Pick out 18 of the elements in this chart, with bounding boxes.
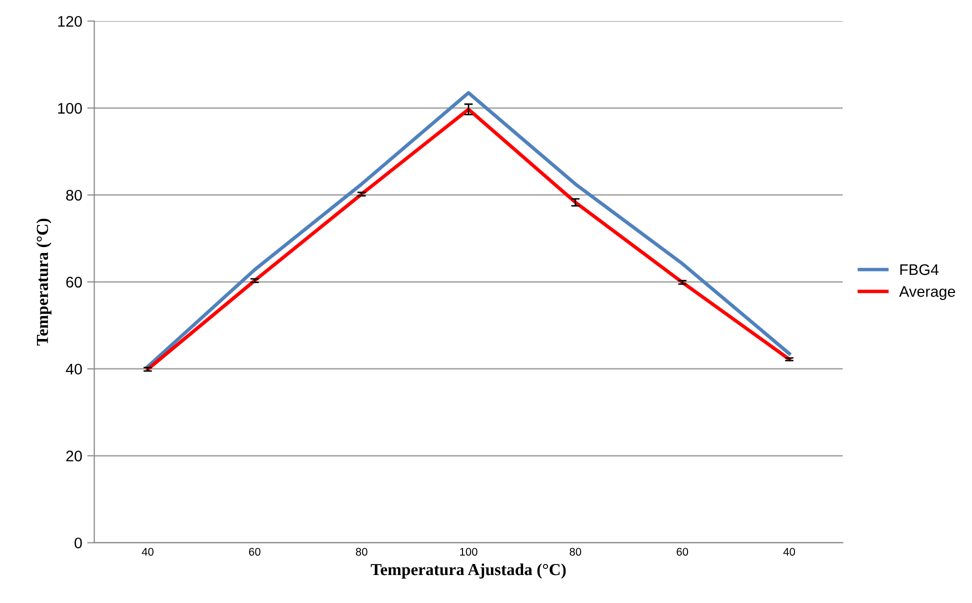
x-tick-label: 100	[460, 548, 478, 556]
y-tick-label: 120	[58, 16, 82, 27]
x-tick-label: 80	[356, 548, 368, 556]
y-tick-label: 20	[66, 450, 82, 462]
y-tick-label: 0	[74, 538, 82, 548]
y-tick-label: 40	[66, 364, 82, 375]
x-tick-label: 40	[783, 548, 796, 556]
x-tick-label: 60	[249, 548, 260, 556]
x-tick-label: 40	[142, 548, 154, 556]
legend-label: FBG4	[900, 264, 939, 276]
x-axis-title: Temperatura Ajustada (°C)	[370, 563, 566, 579]
x-tick-label: 60	[676, 548, 688, 556]
x-tick-label: 80	[570, 548, 582, 556]
y-axis-title: Temperatura (°C)	[36, 218, 52, 346]
y-tick-label: 100	[58, 102, 82, 114]
legend-label: Average	[899, 286, 956, 300]
y-tick-label: 60	[66, 276, 82, 288]
y-tick-label: 80	[66, 190, 82, 201]
